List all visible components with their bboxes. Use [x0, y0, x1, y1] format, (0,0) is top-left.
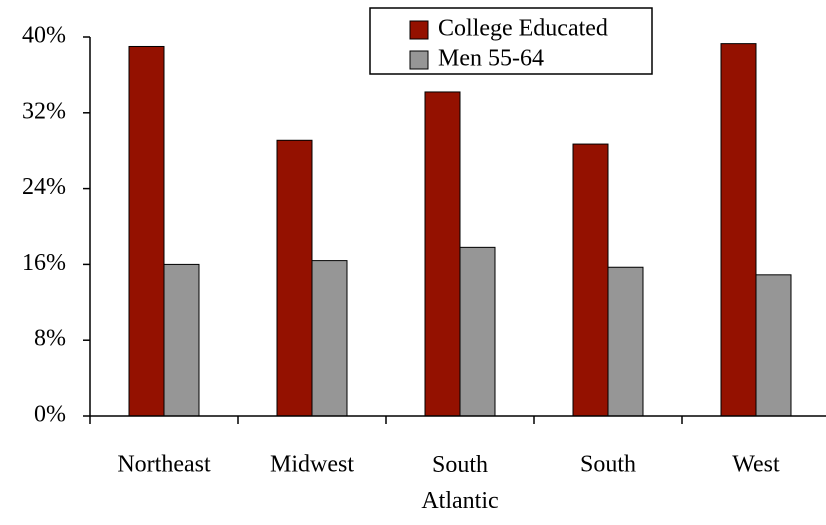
label-line: South	[432, 452, 488, 478]
bar	[720, 43, 757, 417]
legend-label: Men 55-64	[438, 46, 544, 72]
legend-swatch	[409, 20, 429, 40]
y-tick-label: 40%	[22, 23, 66, 49]
y-tick-label: 16%	[22, 250, 66, 276]
bar	[607, 266, 644, 417]
legend-label: College Educated	[438, 16, 608, 42]
x-tick-label: South	[580, 452, 636, 478]
bar	[459, 246, 496, 417]
bar	[163, 263, 200, 417]
y-tick-label: 0%	[34, 402, 66, 428]
y-tick-label: 24%	[22, 174, 66, 200]
bar	[424, 91, 461, 417]
legend-swatch	[409, 50, 429, 70]
x-tick-label: Midwest	[270, 452, 354, 478]
y-tick-label: 8%	[34, 326, 66, 352]
x-tick-label: Northeast	[117, 452, 211, 478]
label-line: Atlantic	[421, 488, 498, 514]
y-tick-label: 32%	[22, 98, 66, 124]
x-tick-label: West	[732, 452, 780, 478]
bar	[572, 143, 609, 417]
bar	[276, 139, 313, 417]
x-tick-label: South Atlantic	[421, 452, 498, 514]
bar	[128, 45, 165, 417]
bar	[755, 274, 792, 417]
bar	[311, 260, 348, 417]
